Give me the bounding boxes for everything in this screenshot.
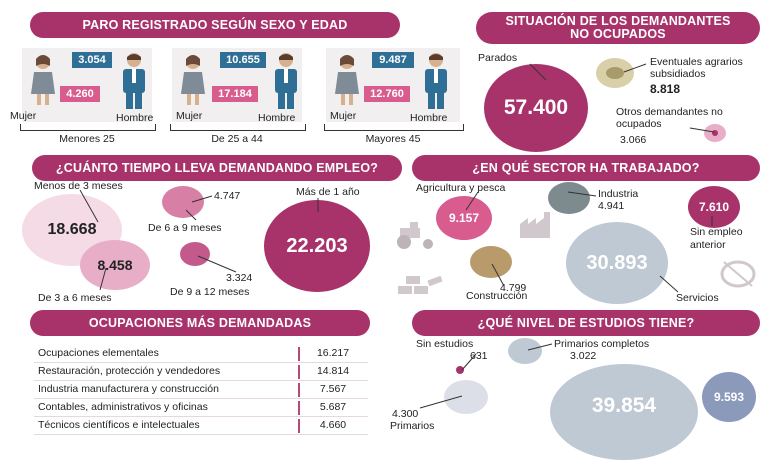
mujer-value: 4.260 — [60, 86, 100, 102]
hombre-label: Hombre — [116, 112, 154, 124]
ocupaciones-header: OCUPACIONES MÁS DEMANDADAS — [30, 310, 370, 336]
otros-label: Otros demandantes no ocupados — [616, 106, 723, 130]
row-label: Técnicos científicos e intelectuales — [38, 419, 200, 431]
hombre-value: 3.054 — [72, 52, 112, 68]
table-row: Industria manufacturera y construcción 7.… — [34, 380, 368, 399]
table-row: Restauración, protección y vendedores 14.… — [34, 362, 368, 381]
mujer-label: Mujer — [176, 110, 203, 122]
de9a12-bubble — [180, 242, 210, 266]
estudios-header: ¿QUÉ NIVEL DE ESTUDIOS TIENE? — [412, 310, 760, 336]
situacion-header: SITUACIÓN DE LOS DEMANDANTES NO OCUPADOS — [476, 12, 760, 44]
cons-value: 4.799 — [500, 282, 527, 294]
ind-value: 4.941 — [598, 200, 625, 212]
de6a9-bubble — [162, 186, 204, 218]
sin-bubble: 7.610 — [688, 186, 740, 228]
row-value: 14.814 — [298, 365, 366, 379]
bricks-icon — [398, 275, 444, 301]
mujer-label: Mujer — [330, 110, 357, 122]
sin-estudios-label: Sin estudios — [416, 338, 474, 350]
woman-figure-icon — [28, 54, 58, 111]
table-row: Ocupaciones elementales 16.217 — [34, 344, 368, 363]
primarios-bubble — [444, 380, 488, 414]
woman-figure-icon — [178, 54, 208, 111]
primarios-value: 4.300 — [392, 408, 419, 420]
dishes-icon — [718, 258, 758, 293]
man-figure-icon — [420, 52, 452, 115]
eventuales-label: Eventuales agrarios subsidiados — [650, 56, 743, 80]
sin-estudios-value: 631 — [470, 350, 488, 362]
paro-title: PARO REGISTRADO SEGÚN SEXO Y EDAD — [82, 17, 348, 32]
hombre-value: 9.487 — [372, 52, 414, 68]
right-estudios-bubble: 9.593 — [702, 372, 756, 422]
agri-bubble: 9.157 — [436, 196, 492, 240]
menos3-label: Menos de 3 meses — [34, 180, 123, 192]
hombre-value: 10.655 — [220, 52, 266, 68]
table-row: Contables, administrativos y oficinas 5.6… — [34, 398, 368, 417]
row-value: 7.567 — [298, 383, 366, 397]
man-figure-icon — [118, 52, 150, 115]
group-label: De 25 a 44 — [211, 133, 263, 145]
tiempo-header: ¿CUÁNTO TIEMPO LLEVA DEMANDANDO EMPLEO? — [32, 155, 402, 181]
factory-icon — [520, 212, 556, 243]
bracket — [324, 124, 464, 131]
sector-header: ¿EN QUÉ SECTOR HA TRABAJADO? — [412, 155, 760, 181]
sin-estudios-bubble — [456, 366, 464, 374]
mas1-label: Más de 1 año — [296, 186, 360, 198]
mas1-bubble: 22.203 — [264, 200, 370, 292]
row-label: Ocupaciones elementales — [38, 347, 159, 359]
estudios-title: ¿QUÉ NIVEL DE ESTUDIOS TIENE? — [477, 315, 695, 330]
parados-bubble: 57.400 — [484, 64, 588, 152]
eventuales-value: 8.818 — [650, 82, 681, 96]
row-value: 4.660 — [298, 419, 366, 433]
woman-figure-icon — [332, 54, 362, 111]
otros-value: 3.066 — [620, 134, 647, 146]
ind-bubble — [548, 182, 590, 214]
ocupaciones-title: OCUPACIONES MÁS DEMANDADAS — [88, 315, 312, 330]
parados-label: Parados — [478, 52, 518, 64]
primarios-completos-label: Primarios completos — [554, 338, 650, 350]
primarios-label: Primarios — [390, 420, 435, 432]
group-label: Menores 25 — [59, 133, 115, 145]
row-value: 5.687 — [298, 401, 366, 415]
menos3-bubble: 18.668 — [22, 194, 122, 266]
row-label: Contables, administrativos y oficinas — [38, 401, 208, 413]
mujer-value: 17.184 — [212, 86, 258, 102]
mujer-value: 12.760 — [364, 86, 410, 102]
sector-title: ¿EN QUÉ SECTOR HA TRABAJADO? — [472, 160, 700, 175]
tiempo-title: ¿CUÁNTO TIEMPO LLEVA DEMANDANDO EMPLEO? — [55, 160, 379, 175]
man-figure-icon — [270, 52, 302, 115]
cons-bubble — [470, 246, 512, 278]
de6a9-value: 4.747 — [214, 190, 241, 202]
row-value: 16.217 — [298, 347, 366, 361]
de3a6-bubble: 8.458 — [80, 240, 150, 290]
serv-label: Servicios — [676, 292, 719, 304]
serv-bubble: 30.893 — [566, 222, 668, 304]
sin-label: Sin empleo anterior — [690, 226, 743, 251]
hombre-label: Hombre — [410, 112, 448, 124]
mujer-label: Mujer — [10, 110, 37, 122]
otros-bubble — [704, 124, 726, 142]
agri-label: Agricultura y pesca — [416, 182, 506, 194]
eventuales-bubble — [596, 58, 634, 88]
paro-header: PARO REGISTRADO SEGÚN SEXO Y EDAD — [30, 12, 400, 38]
bracket — [170, 124, 306, 131]
de3a6-label: De 3 a 6 meses — [38, 292, 112, 304]
row-label: Restauración, protección y vendedores — [38, 365, 221, 377]
ind-label: Industria — [598, 188, 639, 200]
hombre-label: Hombre — [258, 112, 296, 124]
primarios-completos-bubble — [508, 338, 542, 364]
de9a12-value: 3.324 — [226, 272, 253, 284]
de6a9-label: De 6 a 9 meses — [148, 222, 222, 234]
cons-label: Construcción — [466, 290, 528, 302]
tractor-icon — [394, 222, 438, 255]
leader-lines — [79, 63, 715, 409]
group-label: Mayores 45 — [365, 133, 421, 145]
bracket — [20, 124, 156, 131]
situacion-title: SITUACIÓN DE LOS DEMANDANTES NO OCUPADOS — [505, 14, 731, 41]
primarios-completos-value: 3.022 — [570, 350, 597, 362]
de9a12-label: De 9 a 12 meses — [170, 286, 250, 298]
row-label: Industria manufacturera y construcción — [38, 383, 219, 395]
